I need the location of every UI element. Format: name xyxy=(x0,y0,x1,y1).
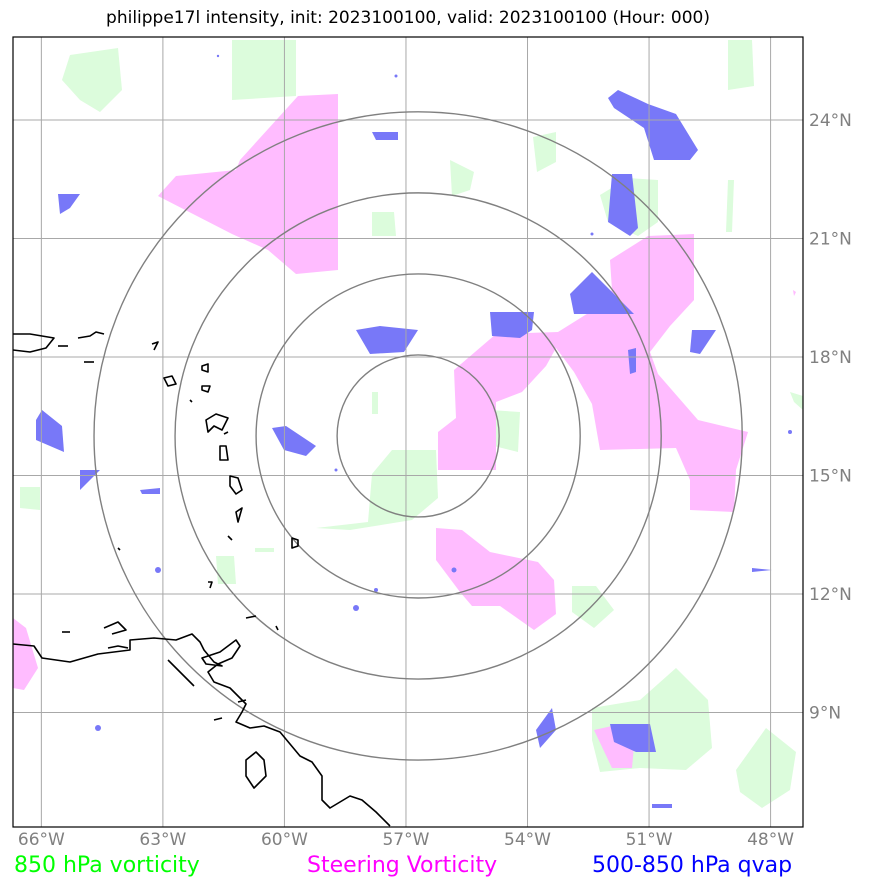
coastline-layer xyxy=(13,331,391,827)
longitude-tick-label: 66°W xyxy=(18,830,65,850)
longitude-tick-label: 57°W xyxy=(382,830,429,850)
latitude-tick-label: 21°N xyxy=(809,229,852,249)
legend-qvap: 500-850 hPa qvap xyxy=(592,853,793,878)
latitude-tick-labels: 9°N 12°N 15°N 18°N 21°N 24°N xyxy=(809,111,852,724)
longitude-tick-label: 60°W xyxy=(261,830,308,850)
latitude-tick-label: 15°N xyxy=(809,466,852,486)
longitude-tick-label: 48°W xyxy=(747,830,794,850)
map-frame xyxy=(12,36,804,828)
map-title: philippe17l intensity, init: 2023100100,… xyxy=(106,8,710,28)
legend-steering-vorticity: Steering Vorticity xyxy=(307,853,498,878)
range-ring xyxy=(174,192,662,680)
range-rings xyxy=(93,111,743,761)
qvap-layer xyxy=(36,54,792,808)
range-ring xyxy=(336,354,500,518)
range-ring xyxy=(255,273,581,599)
longitude-tick-label: 63°W xyxy=(139,830,186,850)
longitude-tick-label: 54°W xyxy=(504,830,551,850)
steering-vorticity-layer xyxy=(13,94,796,768)
graticule xyxy=(13,37,803,827)
latitude-tick-label: 18°N xyxy=(809,348,852,368)
latitude-tick-label: 9°N xyxy=(809,703,841,723)
longitude-tick-label: 51°W xyxy=(626,830,673,850)
latitude-tick-label: 12°N xyxy=(809,585,852,605)
longitude-tick-labels: 66°W 63°W 60°W 57°W 54°W 51°W 48°W xyxy=(18,830,794,850)
legend-850-vorticity: 850 hPa vorticity xyxy=(14,853,200,878)
range-ring xyxy=(93,111,743,761)
latitude-tick-label: 24°N xyxy=(809,111,852,131)
